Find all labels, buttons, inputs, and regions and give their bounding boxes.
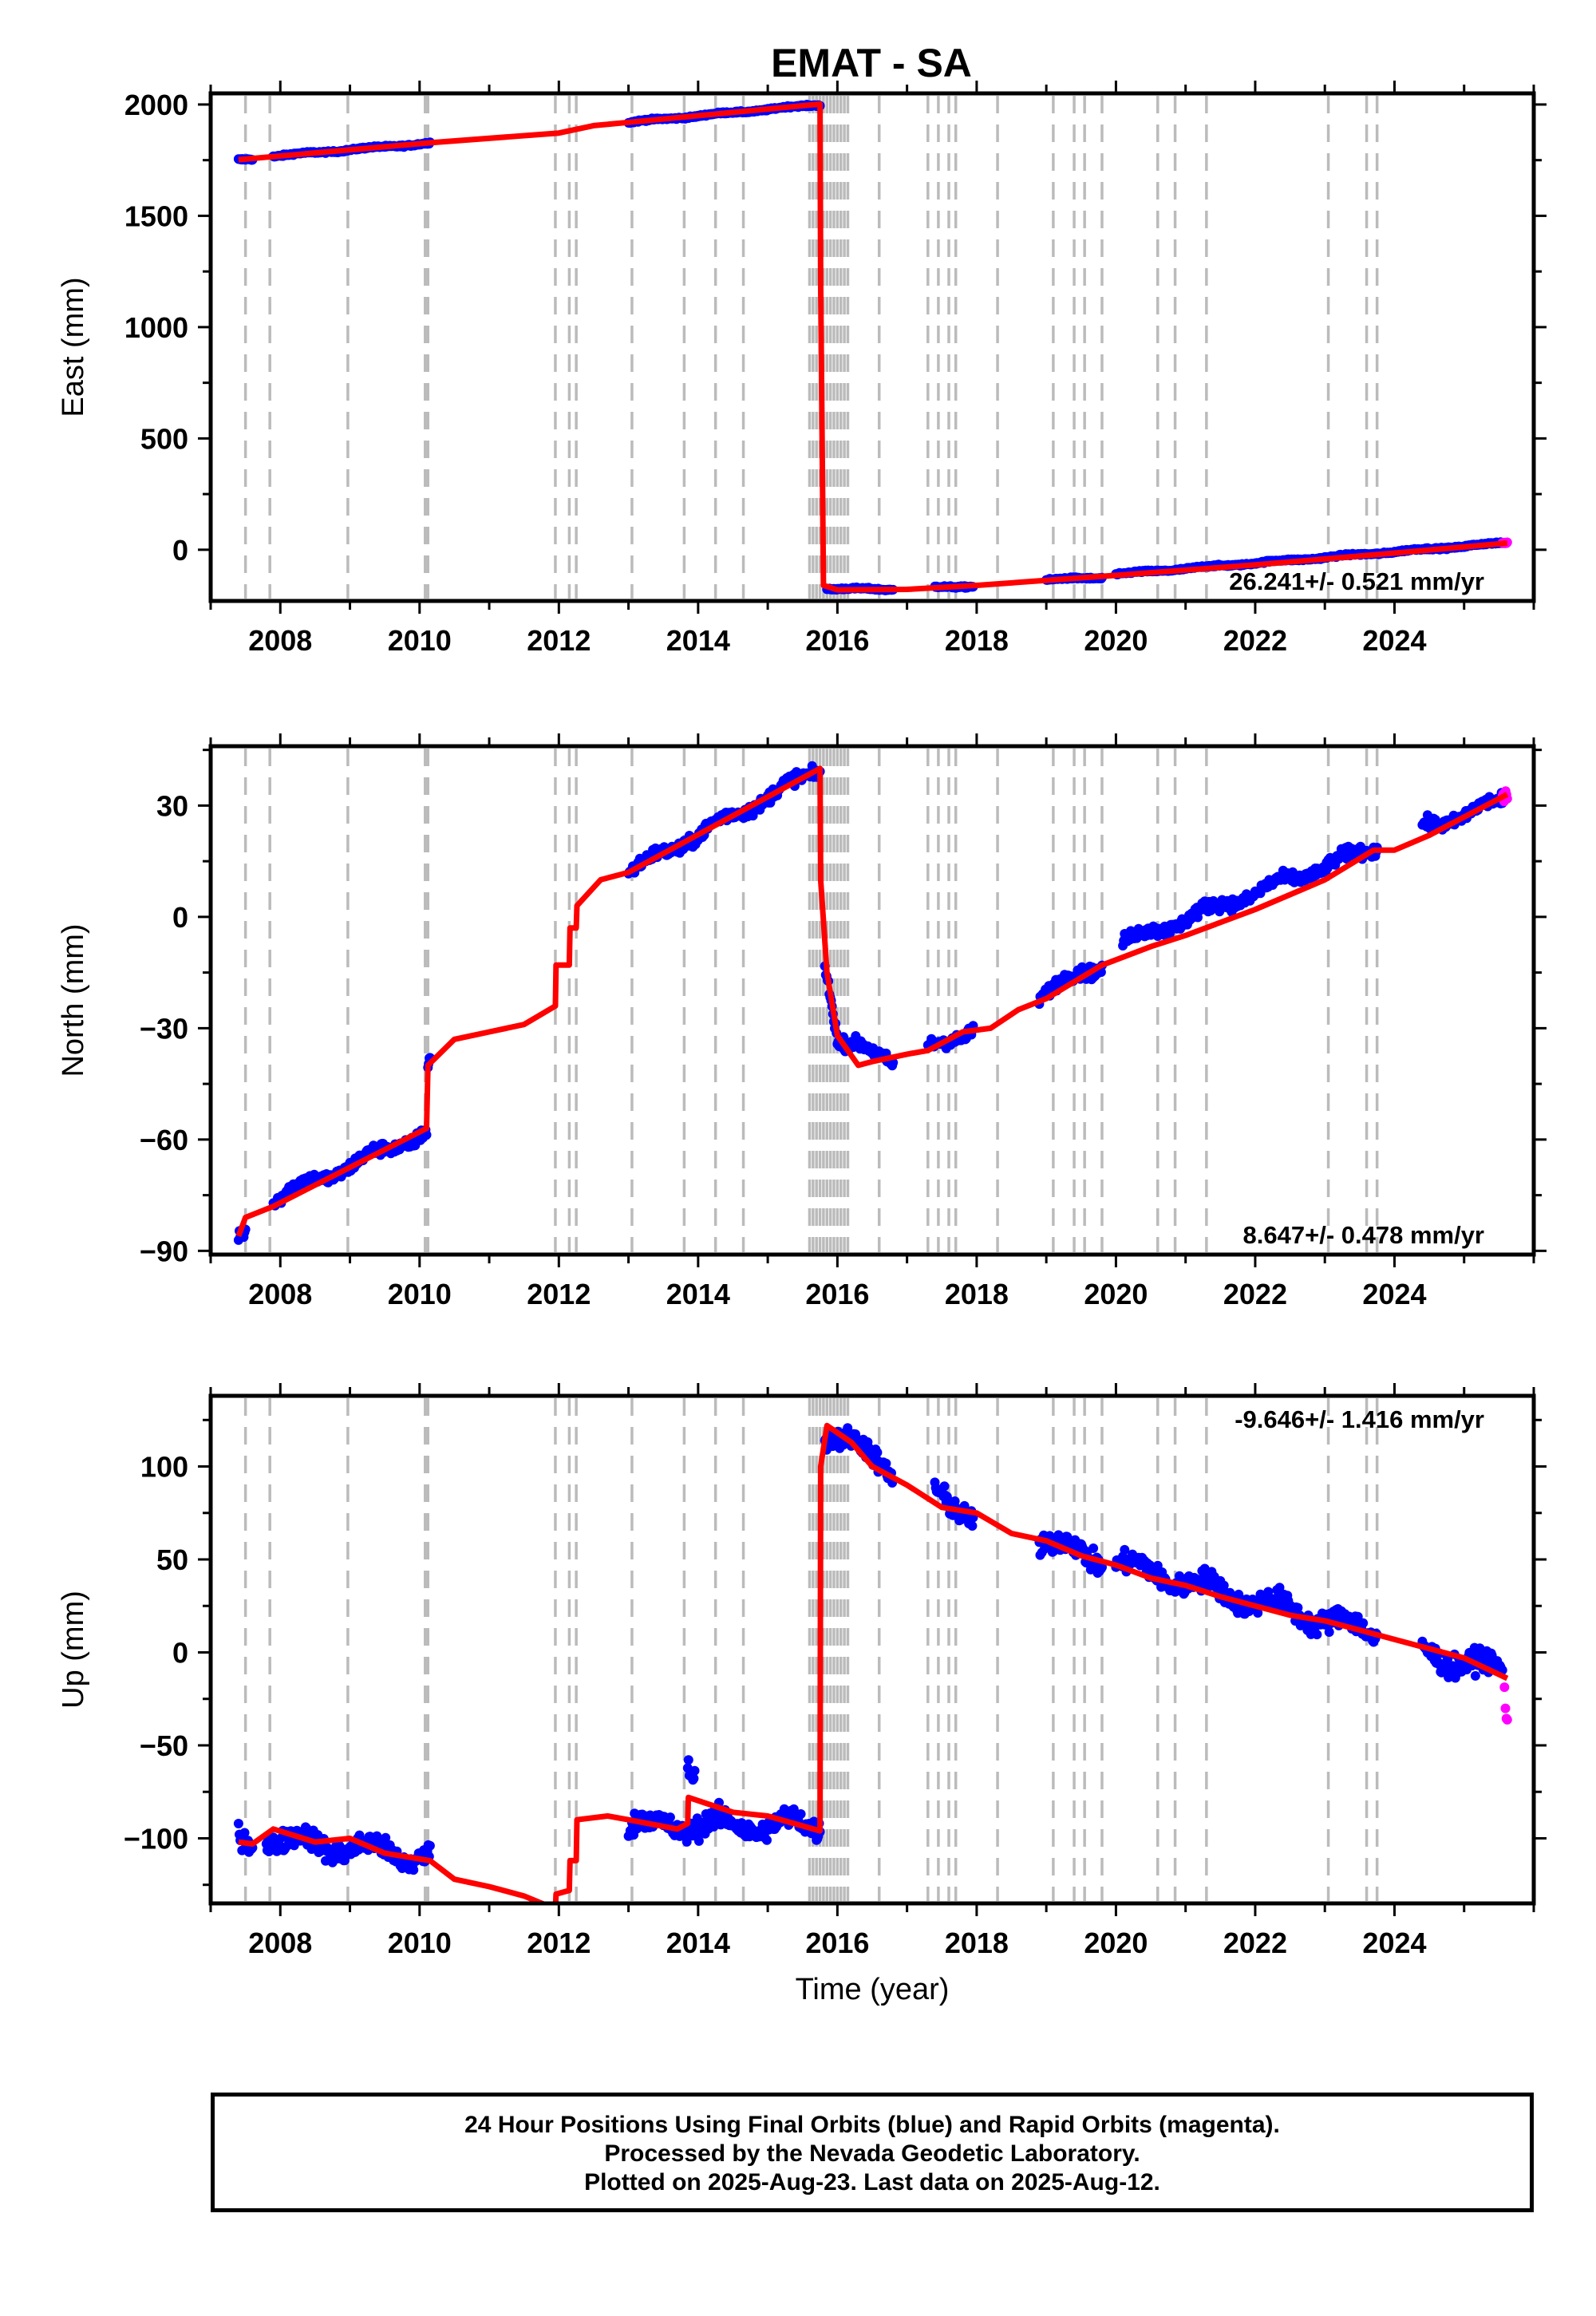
final-orbit-point: [239, 1828, 250, 1838]
x-tick-label: 2024: [1362, 1278, 1426, 1310]
final-orbit-point: [967, 1521, 978, 1531]
y-tick-label: 2000: [124, 89, 188, 121]
final-orbit-point: [1253, 1608, 1263, 1618]
rapid-orbit-point: [1500, 1703, 1511, 1713]
footer-line-orbits: 24 Hour Positions Using Final Orbits (bl…: [464, 2112, 1280, 2138]
x-tick-label: 2010: [388, 624, 452, 657]
final-orbit-point: [1312, 1630, 1322, 1640]
velocity-rate-label: 8.647+/- 0.478 mm/yr: [1243, 1221, 1484, 1249]
final-orbit-point: [872, 1448, 883, 1457]
final-orbit-point: [1120, 1544, 1130, 1555]
x-tick-label: 2020: [1084, 1927, 1148, 1959]
x-tick-label: 2008: [248, 1278, 312, 1310]
final-orbit-point: [1274, 1583, 1285, 1593]
x-tick-label: 2020: [1084, 624, 1148, 657]
data-layer: [233, 761, 1512, 1245]
y-tick-label: −90: [140, 1235, 188, 1267]
x-tick-label: 2014: [666, 624, 730, 657]
velocity-rate-label: 26.241+/- 0.521 mm/yr: [1229, 567, 1484, 595]
plot-frame: [208, 91, 1536, 603]
north-panel: 2008 2010 2012 2014 2016 2018 2020 2022 2024 −90 −…: [57, 733, 1547, 1310]
y-tick-label: 0: [172, 901, 188, 934]
plot-frame: [208, 744, 1536, 1257]
final-orbit-point: [683, 1755, 693, 1765]
x-tick-label: 2014: [666, 1278, 730, 1310]
final-orbit-point: [1470, 1670, 1480, 1681]
final-orbit-point: [881, 1458, 891, 1468]
chart-title: EMAT - SA: [771, 41, 972, 85]
final-orbit-point: [1088, 1543, 1099, 1553]
x-tick-label: 2012: [527, 1278, 591, 1310]
final-orbit-point: [425, 1840, 435, 1851]
x-tick-label: 2014: [666, 1927, 730, 1959]
y-tick-label: 50: [156, 1543, 188, 1576]
x-tick-label: 2012: [527, 1927, 591, 1959]
final-orbit-point: [381, 1832, 391, 1843]
y-tick-label: 500: [140, 422, 188, 455]
footer-line-plotted: Plotted on 2025-Aug-23. Last data on 202…: [584, 2169, 1160, 2195]
x-tick-label: 2016: [805, 624, 869, 657]
y-tick-label: 1000: [124, 311, 188, 344]
final-orbit-point: [693, 1836, 704, 1846]
footer-line-processed: Processed by the Nevada Geodetic Laborat…: [604, 2140, 1140, 2167]
x-tick-label: 2022: [1223, 1927, 1287, 1959]
final-orbit-point: [1324, 1627, 1334, 1637]
x-tick-label: 2024: [1362, 1927, 1426, 1959]
x-tick-label: 2020: [1084, 1278, 1148, 1310]
model-fit-line: [238, 101, 1508, 593]
x-tick-label: 2008: [248, 624, 312, 657]
x-tick-label: 2010: [388, 1927, 452, 1959]
east-panel: 2008 2010 2012 2014 2016 2018 2020 2022 2024 0 500…: [57, 81, 1547, 657]
velocity-rate-label: -9.646+/- 1.416 mm/yr: [1235, 1405, 1484, 1433]
final-orbit-point: [796, 1809, 806, 1819]
x-tick-label: 2024: [1362, 624, 1426, 657]
x-tick-label: 2012: [527, 624, 591, 657]
final-orbit-point: [939, 1481, 950, 1492]
data-layer: [233, 1422, 1512, 1903]
y-axis-label: North (mm): [57, 923, 90, 1077]
final-orbit-point: [788, 1804, 799, 1814]
final-orbit-point: [1293, 1603, 1303, 1613]
y-tick-label: −50: [140, 1729, 188, 1762]
up-panel: 2008 2010 2012 2014 2016 2018 2020 2022 2024 −100…: [57, 1383, 1547, 2006]
y-tick-label: −100: [124, 1822, 188, 1855]
final-orbit-point: [689, 1765, 700, 1776]
x-tick-label: 2016: [805, 1927, 869, 1959]
model-fit-line: [238, 1422, 1509, 1903]
final-orbit-point: [665, 1812, 675, 1823]
y-tick-label: 0: [172, 534, 188, 567]
final-orbit-point: [354, 1830, 365, 1840]
rapid-orbit-point: [1499, 1682, 1510, 1693]
x-tick-label: 2010: [388, 1278, 452, 1310]
final-orbit-point: [1353, 1611, 1363, 1622]
x-tick-label: 2016: [805, 1278, 869, 1310]
x-tick-label: 2018: [945, 1278, 1009, 1310]
plot-frame: [208, 1393, 1536, 1906]
y-tick-label: 1500: [124, 200, 188, 232]
final-orbit-point: [1358, 1618, 1369, 1628]
y-tick-label: −60: [140, 1124, 188, 1156]
y-axis-label: Up (mm): [57, 1591, 90, 1709]
x-tick-label: 2022: [1223, 624, 1287, 657]
y-tick-label: 0: [172, 1636, 188, 1669]
x-tick-label: 2022: [1223, 1278, 1287, 1310]
x-tick-label: 2018: [945, 1927, 1009, 1959]
data-layer: [233, 100, 1512, 595]
final-orbit-point: [233, 1819, 243, 1828]
x-tick-label: 2008: [248, 1927, 312, 1959]
final-orbit-point: [762, 1835, 772, 1845]
final-orbit-point: [1219, 1580, 1229, 1591]
rapid-orbit-point: [1502, 1714, 1512, 1725]
model-fit-line: [235, 765, 1509, 1238]
y-tick-label: 100: [140, 1451, 188, 1484]
final-orbit-point: [689, 1773, 699, 1784]
final-orbit-point: [409, 1865, 419, 1875]
y-tick-label: −30: [140, 1012, 188, 1045]
x-tick-label: 2018: [945, 624, 1009, 657]
y-tick-label: 30: [156, 789, 188, 822]
x-axis-label: Time (year): [796, 1973, 950, 2006]
footer-note: 24 Hour Positions Using Final Orbits (bl…: [211, 2093, 1534, 2212]
y-axis-label: East (mm): [57, 277, 90, 417]
